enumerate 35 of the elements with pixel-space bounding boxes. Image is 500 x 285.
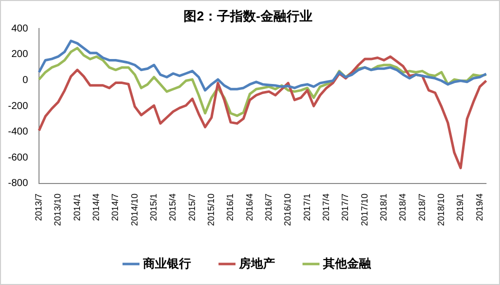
y-tick-label: -400 <box>8 126 28 138</box>
x-tick-label: 2017/10 <box>359 193 370 226</box>
x-tick-label: 2018/4 <box>398 193 408 221</box>
x-tick-label: 2015/1 <box>148 193 158 221</box>
x-tick-label: 2015/4 <box>168 193 178 221</box>
x-tick-label: 2014/10 <box>129 193 140 226</box>
y-tick-label: 0 <box>22 74 28 86</box>
x-tick-label: 2016/10 <box>282 193 293 226</box>
x-tick-label: 2017/1 <box>302 193 312 221</box>
legend-label: 其他金融 <box>322 256 372 270</box>
x-tick-label: 2013/10 <box>52 193 63 226</box>
y-tick-label: 400 <box>11 23 28 34</box>
legend-label: 房地产 <box>238 256 275 270</box>
x-tick-label: 2016/4 <box>244 193 254 221</box>
x-tick-label: 2018/10 <box>436 193 446 226</box>
y-tick-label: -800 <box>8 178 28 190</box>
x-tick-label: 2018/1 <box>378 193 388 221</box>
x-tick-label: 2015/10 <box>206 193 216 226</box>
x-tick-label: 2017/4 <box>320 193 331 221</box>
x-tick-label: 2019/1 <box>455 193 466 221</box>
y-tick-label: 200 <box>11 49 28 60</box>
x-tick-label: 2017/7 <box>340 193 350 221</box>
x-tick-label: 2014/7 <box>110 193 120 221</box>
x-tick-label: 2014/1 <box>72 193 82 221</box>
chart-title: 图2：子指数-金融行业 <box>184 8 312 24</box>
y-tick-label: -200 <box>8 100 28 112</box>
y-tick-label: -600 <box>8 152 28 164</box>
x-tick-label: 2018/7 <box>416 193 427 221</box>
x-tick-label: 2019/4 <box>474 193 484 221</box>
x-tick-label: 2013/7 <box>34 193 44 221</box>
x-tick-label: 2014/4 <box>90 193 101 221</box>
x-tick-label: 2015/7 <box>186 193 197 221</box>
legend-label: 商业银行 <box>142 256 191 270</box>
x-tick-label: 2016/1 <box>225 193 236 221</box>
x-tick-label: 2016/7 <box>263 193 274 221</box>
